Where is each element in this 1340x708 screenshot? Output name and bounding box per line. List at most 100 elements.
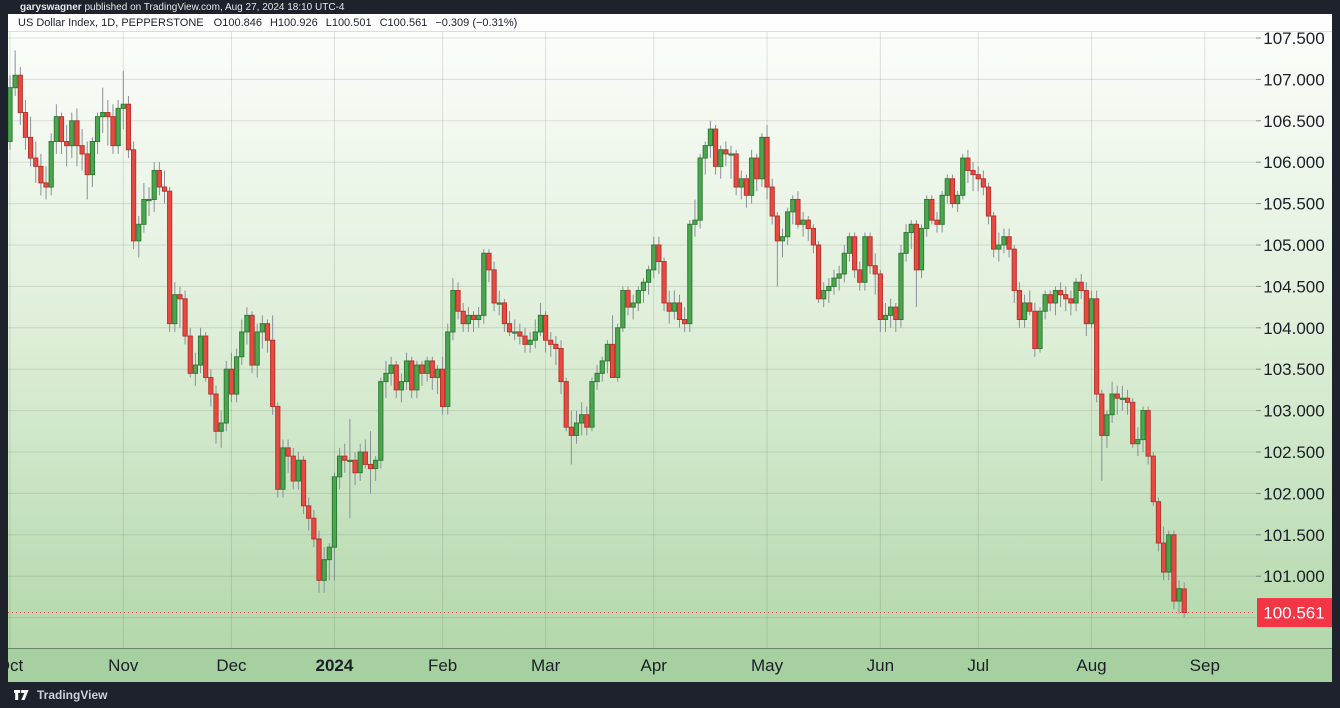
candle[interactable] [738,170,744,200]
candle[interactable] [414,360,420,399]
candle[interactable] [774,211,780,287]
candle[interactable] [172,282,178,332]
candle[interactable] [167,187,173,332]
candle[interactable] [337,447,343,490]
candle[interactable] [723,141,729,167]
candle[interactable] [38,153,44,196]
candle[interactable] [584,406,590,436]
candle[interactable] [347,418,353,519]
candle[interactable] [785,207,791,245]
candle[interactable] [743,174,750,208]
candle[interactable] [22,100,29,150]
candle[interactable] [609,315,616,378]
candle[interactable] [965,149,971,183]
candle[interactable] [161,170,168,204]
candle[interactable] [939,191,945,233]
candle[interactable] [1037,307,1043,353]
candle[interactable] [1016,282,1022,328]
candle[interactable] [563,377,569,432]
candle[interactable] [517,323,523,345]
candle[interactable] [1021,294,1028,328]
candle[interactable] [84,141,90,200]
candle[interactable] [1119,385,1126,411]
candle[interactable] [234,348,240,403]
candle[interactable] [326,543,332,581]
candle[interactable] [1104,410,1110,448]
candle[interactable] [306,497,312,531]
candle[interactable] [749,149,755,204]
candle[interactable] [795,191,801,229]
candle[interactable] [270,315,276,415]
candle[interactable] [769,178,775,225]
candle[interactable] [553,336,559,366]
candle[interactable] [476,307,482,328]
candle[interactable] [589,377,595,432]
candle[interactable] [666,290,672,324]
candle[interactable] [913,220,919,308]
candle[interactable] [290,447,296,490]
candle[interactable] [228,352,235,403]
candle[interactable] [558,340,564,395]
candle[interactable] [1063,286,1069,312]
candle[interactable] [1130,398,1136,448]
candlestick-chart[interactable]: 107.500 107.000 106.500 106.000 105.500 105.0… [8,29,1332,648]
candle[interactable] [985,182,992,225]
candle[interactable] [8,75,13,150]
candle[interactable] [1150,452,1156,506]
candle[interactable] [470,311,477,332]
candle[interactable] [378,377,384,469]
candle[interactable] [182,290,188,345]
candle[interactable] [630,294,636,320]
candle[interactable] [1027,290,1033,316]
candle[interactable] [568,410,574,465]
candle[interactable] [383,360,389,399]
price-axis[interactable]: 107.500 107.000 106.500 106.000 105.500 105.0… [1256,29,1325,586]
candle[interactable] [1058,282,1064,308]
candle[interactable] [58,112,65,154]
candle[interactable] [810,224,816,254]
candle[interactable] [764,124,770,200]
candle[interactable] [970,162,976,192]
candle[interactable] [975,166,981,192]
candle[interactable] [367,431,374,494]
candle[interactable] [295,452,301,490]
candle[interactable] [754,153,760,192]
candle[interactable] [1161,526,1167,581]
candle[interactable] [357,443,363,481]
candle[interactable] [342,443,348,473]
candle[interactable] [815,240,822,303]
candle[interactable] [131,141,137,250]
candle[interactable] [12,50,18,96]
candle[interactable] [692,199,698,237]
candle[interactable] [146,187,152,217]
candle[interactable] [1114,385,1120,415]
chart-pane[interactable]: 107.500 107.000 106.500 106.000 105.500 105.0… [8,29,1332,648]
candle[interactable] [759,133,765,188]
candle[interactable] [831,269,837,295]
candle[interactable] [712,124,719,175]
candle[interactable] [908,220,914,250]
candle[interactable] [496,290,502,316]
candle[interactable] [1140,406,1146,452]
candle[interactable] [980,170,986,196]
candle[interactable] [579,402,585,436]
candle[interactable] [388,356,394,386]
candle[interactable] [151,162,157,212]
candle[interactable] [1083,282,1089,337]
candle[interactable] [924,195,930,237]
candle[interactable] [512,319,518,341]
candle[interactable] [1073,278,1079,312]
candle[interactable] [244,307,250,345]
candle[interactable] [419,360,425,386]
candle[interactable] [826,278,832,303]
candle[interactable] [949,174,956,208]
candlestick-series[interactable] [8,50,1187,618]
candle[interactable] [403,352,410,390]
candle[interactable] [264,319,271,353]
candle[interactable] [676,294,683,328]
candle[interactable] [429,356,435,390]
candle[interactable] [239,319,245,366]
candle[interactable] [120,71,126,130]
candle[interactable] [373,456,379,481]
candle[interactable] [805,216,811,241]
